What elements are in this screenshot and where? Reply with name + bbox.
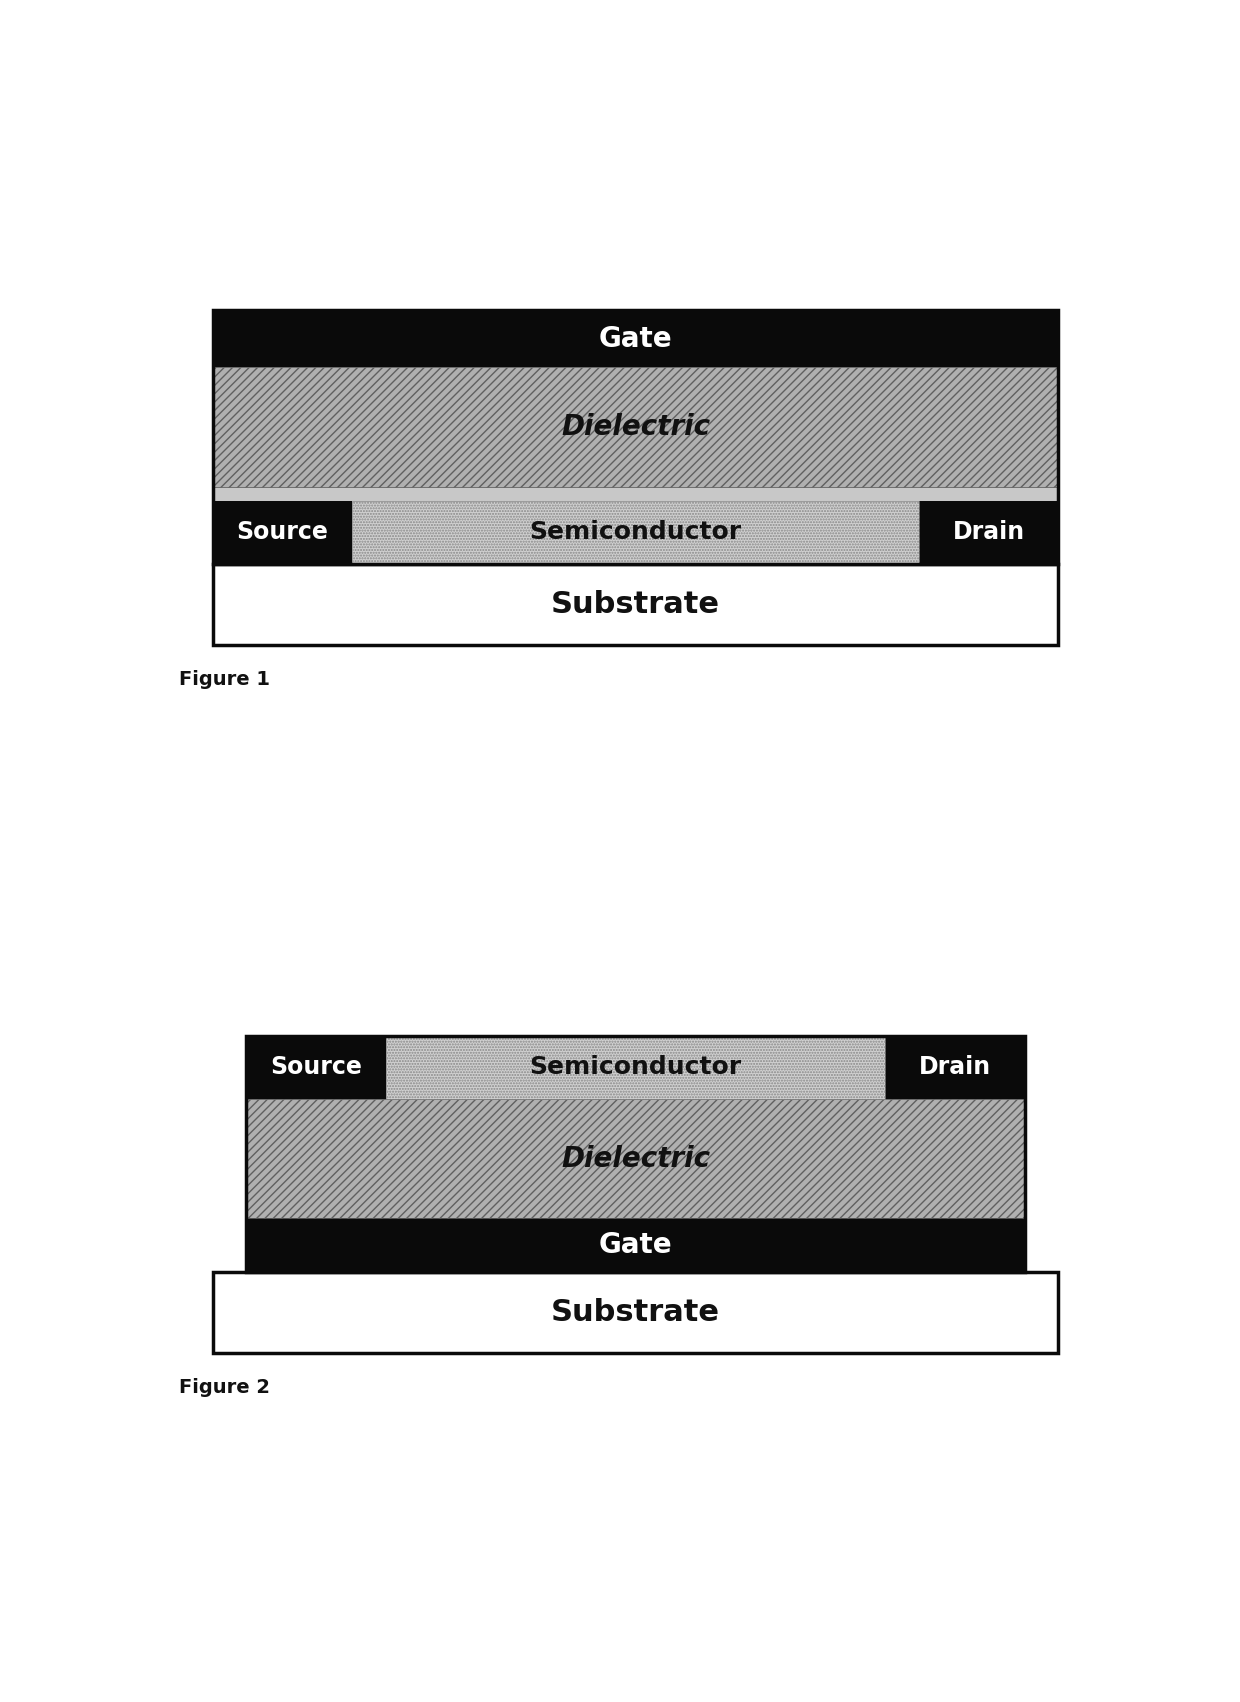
Text: Gate: Gate [599,325,672,352]
Text: Source: Source [270,1055,362,1079]
Bar [352,500,919,563]
Bar [213,310,1059,563]
Text: Substrate: Substrate [551,1299,720,1328]
Bar [213,563,1059,645]
Text: Dielectric: Dielectric [560,414,711,441]
Bar [247,1219,1024,1271]
Bar [213,1271,1059,1353]
Bar [919,500,1059,563]
Bar [885,1037,1024,1099]
Text: Gate: Gate [599,1231,672,1259]
Bar [386,1037,885,1099]
Bar [213,368,1059,487]
Bar [213,500,352,563]
Bar [352,500,919,563]
Text: Semiconductor: Semiconductor [529,521,742,545]
Text: Semiconductor: Semiconductor [529,1055,742,1079]
Bar [213,368,1059,487]
Text: Figure 1: Figure 1 [179,671,270,689]
Text: Drain: Drain [919,1055,991,1079]
Bar [247,1037,1024,1271]
Text: Figure 2: Figure 2 [179,1379,270,1397]
Bar [213,487,1059,500]
Bar [386,1037,885,1099]
Text: Dielectric: Dielectric [560,1145,711,1173]
Bar [247,1099,1024,1219]
Bar [213,310,1059,368]
Bar [247,1086,1024,1099]
Text: Source: Source [237,521,329,545]
Bar [247,1099,1024,1219]
Text: Substrate: Substrate [551,591,720,620]
Text: Drain: Drain [952,521,1024,545]
Bar [247,1037,386,1099]
